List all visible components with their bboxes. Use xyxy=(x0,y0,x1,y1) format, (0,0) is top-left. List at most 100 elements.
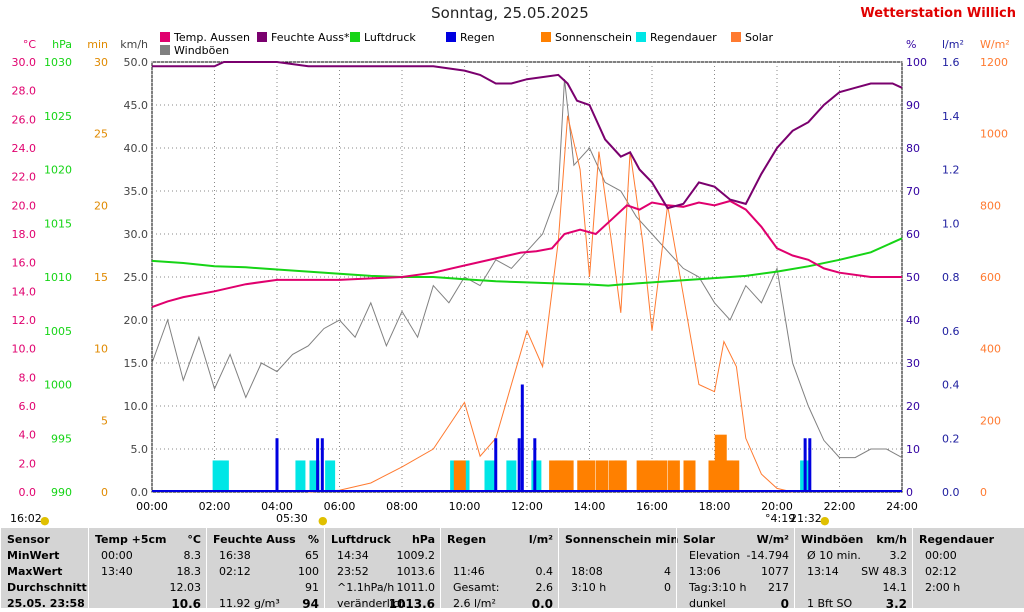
stats-header-label: Regen xyxy=(447,533,487,546)
rain-bar xyxy=(520,384,524,492)
stats-row: 91 xyxy=(213,580,319,596)
humidity-axis-tick: 20 xyxy=(906,400,920,413)
stats-row-label: MinWert xyxy=(7,549,60,562)
station-name[interactable]: Wetterstation Willich xyxy=(860,6,1016,21)
solar-axis-tick: 200 xyxy=(980,414,1001,427)
temp-axis-tick: 6.0 xyxy=(19,400,37,413)
stats-row: veränderlich 1013.6 xyxy=(331,596,435,612)
stats-row: 13:40 18.3 xyxy=(95,564,201,580)
stats-header-unit: °C xyxy=(187,533,201,546)
rain-axis-tick: 0.0 xyxy=(942,486,960,499)
stats-row-time: 02:12 xyxy=(925,565,957,578)
stats-row: MinWert xyxy=(7,548,83,564)
stats-row: 00:00 xyxy=(919,548,1019,564)
stats-col-solar: Solar W/m² Elevation -14.794 13:06 1077 Tag:3:… xyxy=(676,528,795,611)
stats-row-value: 3.2 xyxy=(889,549,908,562)
temp-axis-tick: 30.0 xyxy=(12,56,37,69)
stats-row: 13:06 1077 xyxy=(683,564,789,580)
series-luftdruck xyxy=(151,237,903,287)
humidity-axis-tick: 100 xyxy=(906,56,927,69)
stats-row-time: 14:34 xyxy=(337,549,369,562)
temp-axis-tick: 24.0 xyxy=(12,142,37,155)
time-tick: 22:00 xyxy=(824,500,856,512)
stats-row-time: 2.6 l/m² xyxy=(453,597,496,610)
sunshine-bar xyxy=(453,460,466,492)
stats-row-value: 1009.2 xyxy=(396,549,436,562)
stats-row-value: 217 xyxy=(768,581,789,594)
humidity-axis-tick: 30 xyxy=(906,357,920,370)
minutes-axis-tick: 15 xyxy=(94,271,108,284)
stats-col-pressure: Luftdruck hPa 14:34 1009.2 23:52 1013.6 ^1.1hP… xyxy=(324,528,441,611)
stats-header-label: Luftdruck xyxy=(331,533,391,546)
humidity-axis-tick: 90 xyxy=(906,99,920,112)
stats-col-rain: Regen l/m² 11:46 0.4 Gesamt: 2.6 2.6 l/m² 0.0 xyxy=(440,528,559,611)
stats-row-value: 1013.6 xyxy=(388,597,435,611)
wind-axis-tick: 0.0 xyxy=(131,486,149,499)
minutes-axis-unit: min xyxy=(87,38,108,51)
sunshine-bar xyxy=(655,460,668,492)
series-temp-aussen xyxy=(151,199,902,309)
humidity-axis-tick: 70 xyxy=(906,185,920,198)
rain-bar xyxy=(803,438,807,492)
temp-axis-tick: 20.0 xyxy=(12,199,37,212)
sunrise-icon: ● xyxy=(318,514,328,527)
stats-header-unit: l/m² xyxy=(528,533,553,546)
solar-axis-tick: 800 xyxy=(980,199,1001,212)
rain-axis-tick: 1.6 xyxy=(942,56,960,69)
temp-axis-tick: 14.0 xyxy=(12,285,37,298)
sunshine-bar xyxy=(667,460,680,492)
temp-axis-tick: 26.0 xyxy=(12,113,37,126)
legend-item: Luftdruck xyxy=(350,31,416,44)
stats-col-raindur: Regendauer 00:00 02:12 2:00 h xyxy=(912,528,1024,608)
stats-row: Durchschnitt xyxy=(7,580,87,596)
stats-row-time: 13:14 xyxy=(807,565,839,578)
legend-label: Feuchte Auss* xyxy=(271,31,350,44)
wind-axis-tick: 5.0 xyxy=(131,443,149,456)
stats-col-temp: Temp +5cm °C 00:00 8.3 13:40 18.3 12.03 10.6 xyxy=(88,528,207,611)
stats-row-value: 4 xyxy=(664,565,671,578)
pressure-axis-tick: 1005 xyxy=(44,325,72,338)
stats-row xyxy=(565,548,671,564)
stats-row-time: Elevation xyxy=(689,549,741,562)
minutes-axis-tick: 10 xyxy=(94,343,108,356)
stats-header-label: Solar xyxy=(683,533,716,546)
stats-header-label: Windböen xyxy=(801,533,864,546)
time-tick: 24:00 xyxy=(886,500,918,512)
stats-row-value: 0.4 xyxy=(535,565,554,578)
stats-table: Sensor MinWert MaxWert Durchschnitt 25.05. 2… xyxy=(0,528,1024,611)
solar-axis-tick: 400 xyxy=(980,343,1001,356)
moon-label: °4:19 xyxy=(765,512,796,525)
rain-axis-tick: 0.2 xyxy=(942,432,960,445)
stats-row: 00:00 8.3 xyxy=(95,548,201,564)
stats-row-value: 18.3 xyxy=(176,565,202,578)
stats-row-value: 94 xyxy=(302,597,319,611)
pressure-axis-tick: 1000 xyxy=(44,379,72,392)
solar-axis-tick: 1200 xyxy=(980,56,1008,69)
stats-row: 1 Bft SO 3.2 xyxy=(801,596,907,612)
stats-row: 12.03 xyxy=(95,580,202,596)
stats-row-value: 1077 xyxy=(761,565,789,578)
stats-row-value: 100 xyxy=(298,565,319,578)
time-tick: 18:00 xyxy=(699,500,731,512)
temp-axis-tick: 22.0 xyxy=(12,171,37,184)
raindur-bar xyxy=(309,460,320,492)
stats-header: Luftdruck hPa xyxy=(331,532,435,548)
wind-axis-tick: 20.0 xyxy=(124,314,149,327)
sunshine-bar xyxy=(596,460,608,492)
stats-header: Sensor xyxy=(7,532,83,548)
stats-row-label: Durchschnitt xyxy=(7,581,87,594)
sun-times-bar: 16:02 ● 05:30 ● °4:19 21:32 ● xyxy=(0,512,1024,528)
rain-bar xyxy=(316,438,320,492)
wind-axis-tick: 10.0 xyxy=(124,400,149,413)
stats-row-label: 25.05. 23:58 xyxy=(7,597,85,610)
stats-row-time: 23:52 xyxy=(337,565,369,578)
humidity-axis-tick: 50 xyxy=(906,271,920,284)
legend-swatch xyxy=(350,32,360,42)
rain-axis-tick: 0.6 xyxy=(942,325,960,338)
temp-axis-tick: 16.0 xyxy=(12,257,37,270)
rain-bar xyxy=(320,438,324,492)
stats-row-value: 1013.6 xyxy=(396,565,436,578)
stats-row: 2.6 l/m² 0.0 xyxy=(447,596,553,612)
temp-axis-unit: °C xyxy=(23,38,37,51)
weather-chart: 30.0 28.0 26.0 24.0 22.0 20.0 18.0 16.0 14.0 12.0… xyxy=(12,38,1010,512)
